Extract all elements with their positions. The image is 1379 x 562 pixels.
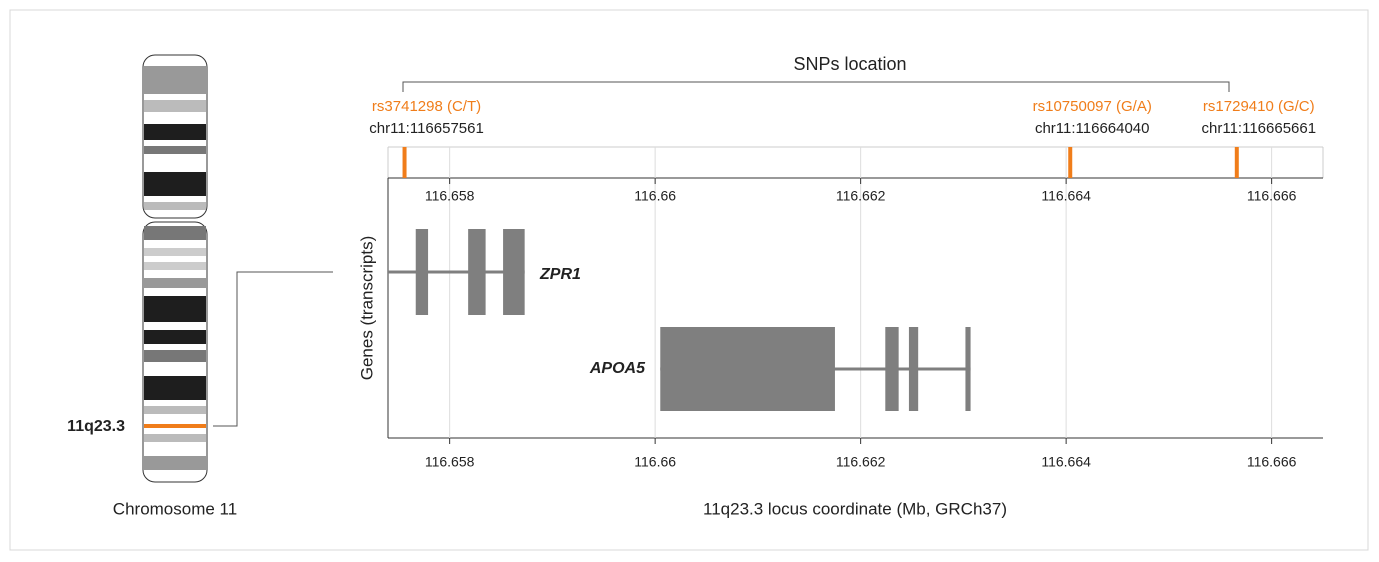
exon <box>885 327 899 411</box>
band <box>144 248 206 256</box>
band <box>144 278 206 288</box>
band <box>144 100 206 112</box>
band <box>144 66 206 94</box>
x-tick-label: 116.658 <box>425 454 475 470</box>
band <box>144 434 206 442</box>
snp-mark <box>1068 147 1073 178</box>
x-tick-label: 116.662 <box>836 454 886 470</box>
snp-coordinate: chr11:116657561 <box>369 120 484 137</box>
snp-mark <box>402 147 407 178</box>
x-tick-label: 116.658 <box>425 188 475 204</box>
ideogram <box>142 54 333 483</box>
connector <box>213 271 333 427</box>
gene-name: APOA5 <box>589 360 646 377</box>
chart-title: SNPs location <box>793 54 906 74</box>
x-tick-label: 116.666 <box>1247 188 1297 204</box>
x-tick-label: 116.66 <box>634 454 676 470</box>
y-axis-label: Genes (transcripts) <box>357 236 376 381</box>
x-tick-label: 116.664 <box>1041 188 1091 204</box>
highlight-band <box>144 424 206 428</box>
x-tick-label: 116.662 <box>836 188 886 204</box>
band <box>144 226 206 240</box>
band-label: 11q23.3 <box>67 418 125 435</box>
band <box>144 124 206 140</box>
x-tick-label: 116.664 <box>1041 454 1091 470</box>
gene-name: ZPR1 <box>539 266 581 283</box>
exon <box>468 229 486 315</box>
band <box>144 172 206 196</box>
x-axis-label: 11q23.3 locus coordinate (Mb, GRCh37) <box>703 499 1007 518</box>
exon <box>965 327 971 411</box>
exon <box>415 229 429 315</box>
band <box>144 296 206 322</box>
band <box>144 406 206 414</box>
snp-mark <box>1234 147 1239 178</box>
x-tick-label: 116.666 <box>1247 454 1297 470</box>
snp-name: rs3741298 (C/T) <box>372 98 481 115</box>
bracket <box>402 81 1230 92</box>
snp-name: rs10750097 (G/A) <box>1033 98 1152 115</box>
frame <box>9 9 1369 551</box>
band <box>144 456 206 470</box>
band <box>144 376 206 400</box>
ideogram-caption: Chromosome 11 <box>113 499 237 518</box>
snp-coordinate: chr11:116664040 <box>1035 120 1150 137</box>
x-tick-label: 116.66 <box>634 188 676 204</box>
band <box>144 350 206 362</box>
band <box>144 330 206 344</box>
exon <box>503 229 525 315</box>
exon <box>908 327 919 411</box>
snp-name: rs1729410 (G/C) <box>1203 98 1315 115</box>
band <box>144 202 206 210</box>
snp-coordinate: chr11:116665661 <box>1202 120 1317 137</box>
band <box>144 262 206 270</box>
band <box>144 146 206 154</box>
exon <box>660 327 835 411</box>
